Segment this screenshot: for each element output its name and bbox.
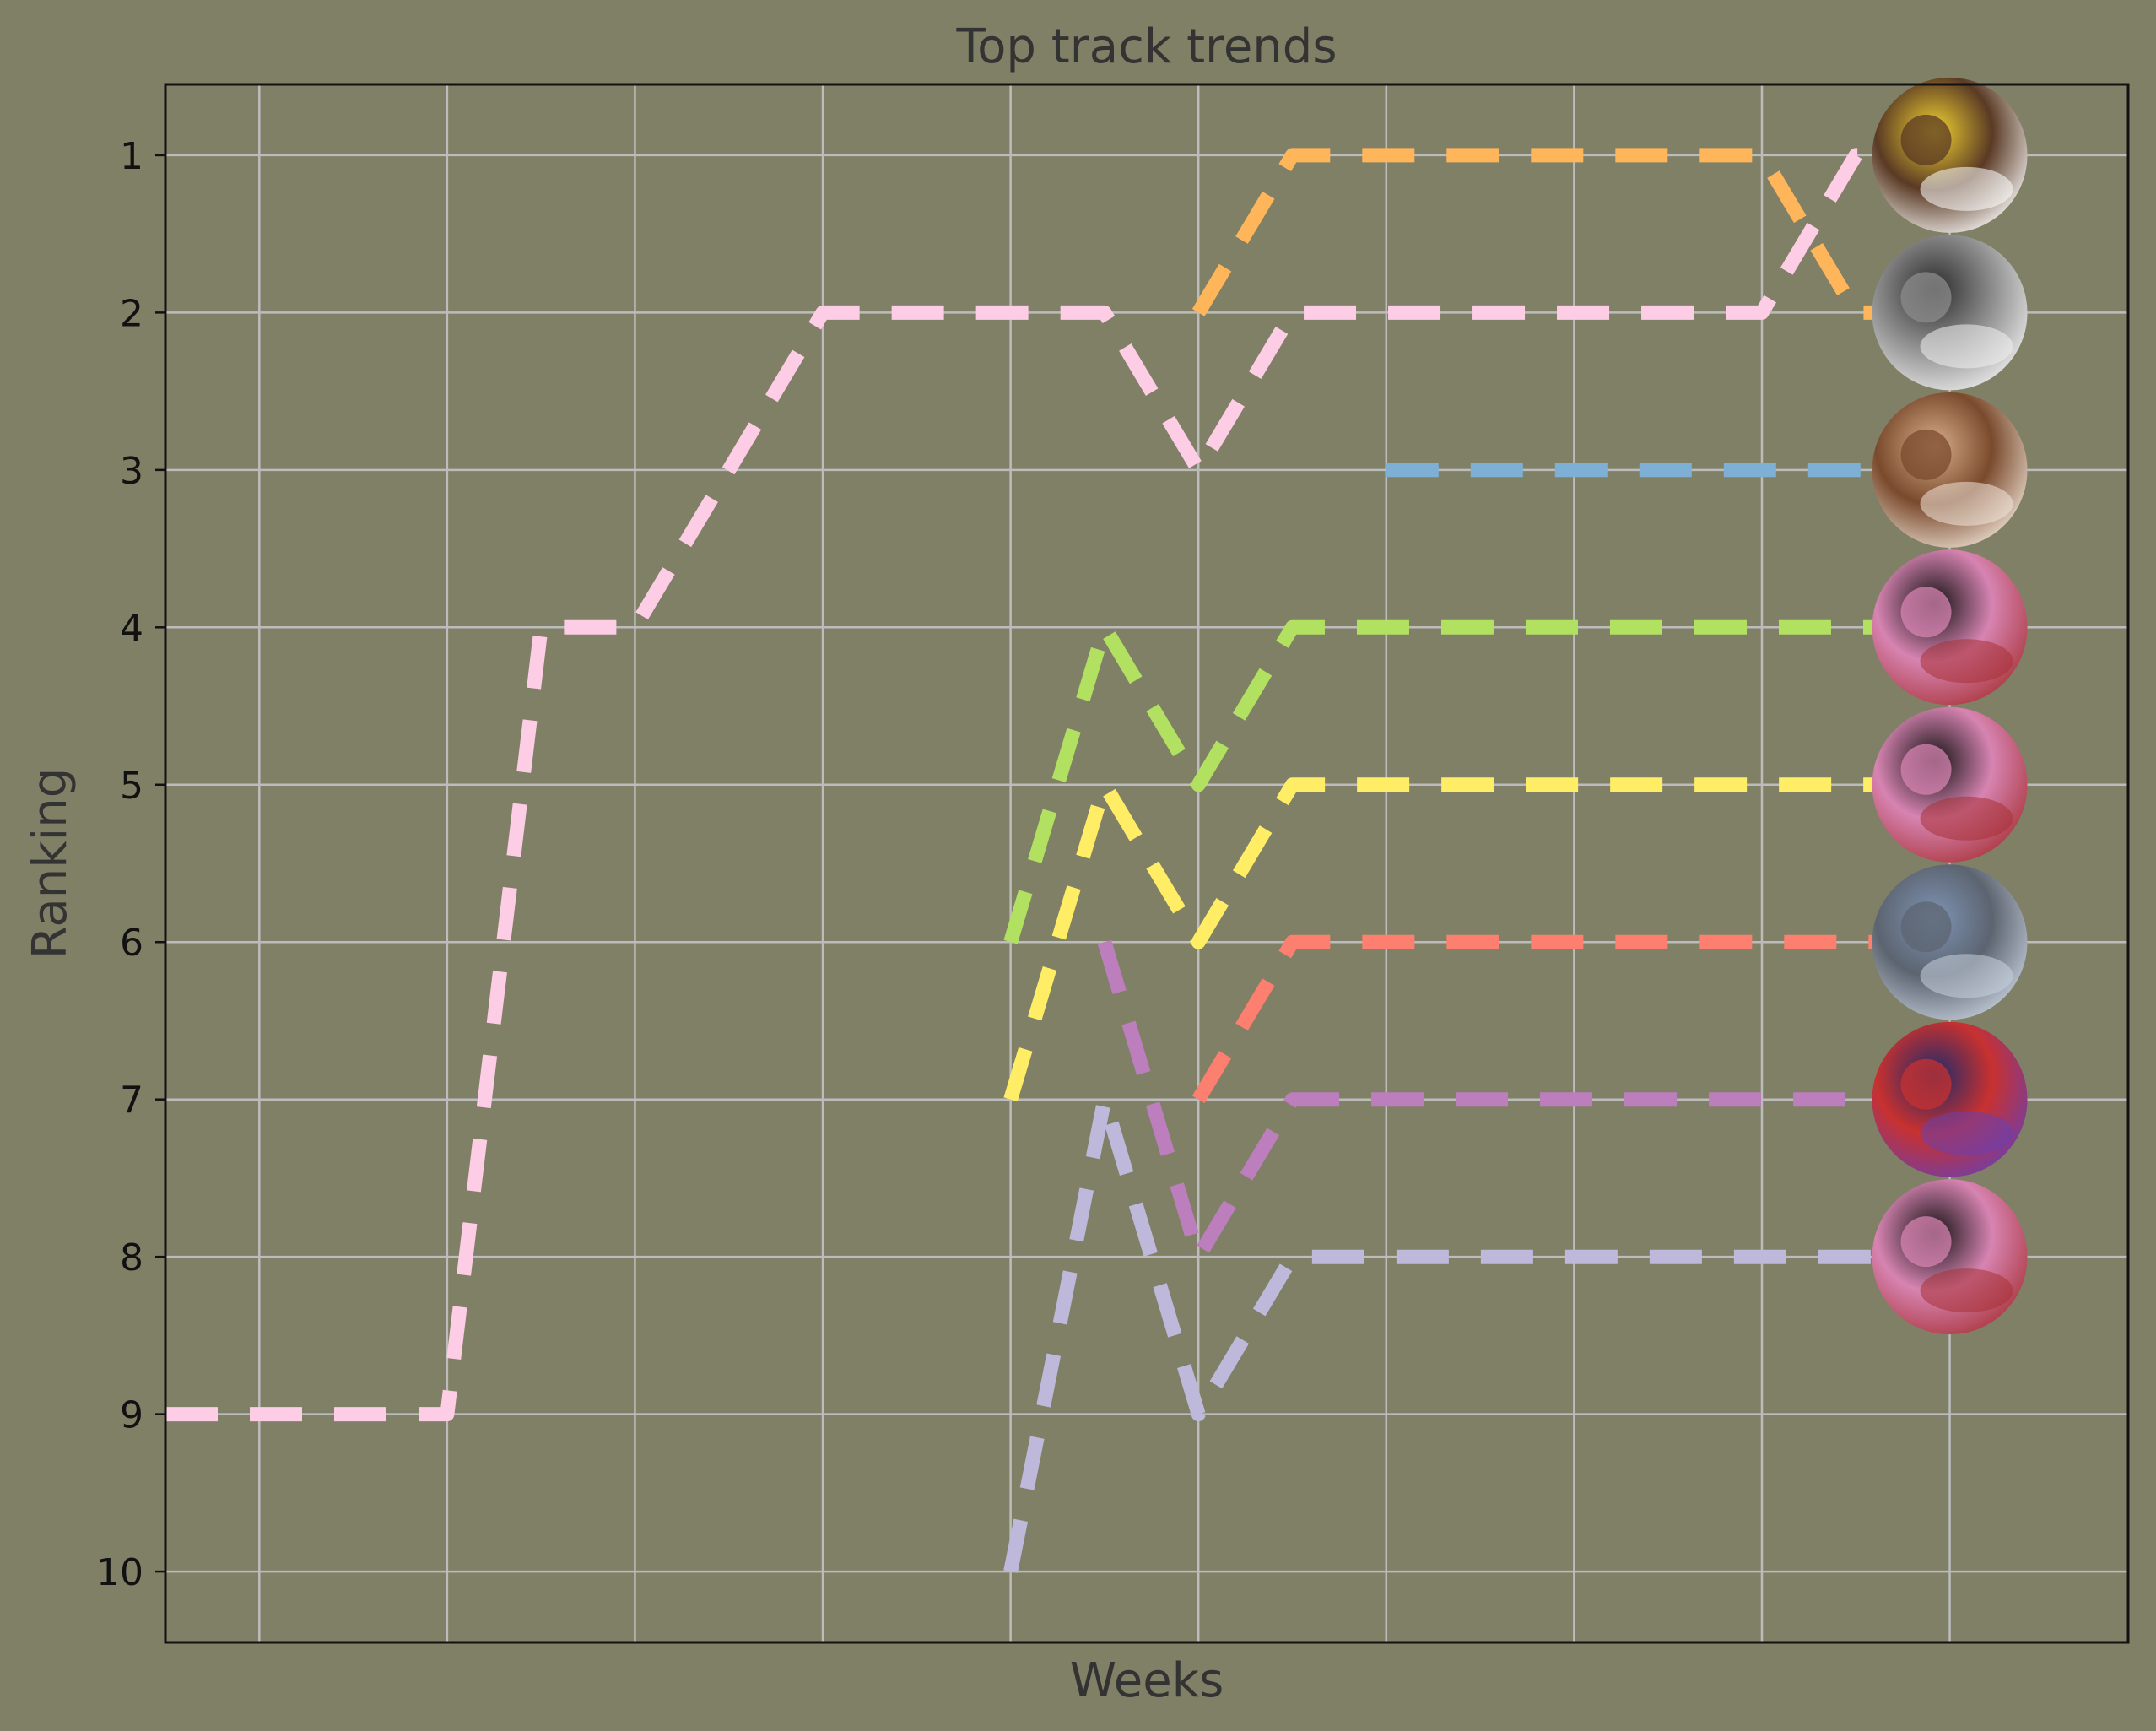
album-cover-luis-miguel-icon <box>1872 392 2028 548</box>
end-marker-detail <box>1900 114 1952 165</box>
series-line-6 <box>1191 934 1950 1104</box>
end-marker-detail <box>1900 429 1952 480</box>
end-marker-detail <box>1920 1111 2013 1155</box>
album-cover-inti-illimani-icon <box>1872 1021 2028 1177</box>
end-marker-detail <box>1920 1268 2013 1313</box>
y-tick-label: 7 <box>120 1079 143 1122</box>
end-marker-detail <box>1920 639 2013 684</box>
end-marker-circle <box>1872 1021 2028 1177</box>
end-marker-detail <box>1900 272 1952 323</box>
end-marker-circle <box>1872 706 2028 863</box>
album-cover-aburrido-icon <box>1872 864 2028 1020</box>
end-marker-detail <box>1920 324 2013 369</box>
end-marker-detail <box>1920 954 2013 998</box>
y-tick-label: 5 <box>120 765 143 808</box>
end-marker-detail <box>1900 744 1952 795</box>
y-ticks: 1 2 3 4 5 6 7 8 9 10 <box>96 135 165 1594</box>
album-cover-dua-lipa-icon <box>1872 549 2028 706</box>
series-line-1 <box>165 148 1950 1422</box>
album-cover-ney-dalmata-icon <box>1872 77 2028 233</box>
y-tick-label: 2 <box>120 292 143 335</box>
series-line-4 <box>1003 619 1950 944</box>
end-marker-detail <box>1900 1058 1952 1110</box>
y-tick-label: 8 <box>120 1236 143 1279</box>
y-tick-label: 3 <box>120 450 143 493</box>
y-tick-label: 4 <box>120 607 143 650</box>
y-tick-label: 10 <box>96 1551 143 1594</box>
end-marker-circle <box>1872 235 2028 391</box>
end-marker-circle <box>1872 864 2028 1020</box>
series-line-5 <box>1003 777 1950 1102</box>
end-marker-detail <box>1900 587 1952 638</box>
end-marker-detail <box>1900 1216 1952 1268</box>
y-axis-label: Ranking <box>23 768 78 960</box>
grid <box>165 84 2128 1642</box>
series-line-8 <box>1003 1092 1950 1573</box>
end-marker-detail <box>1920 166 2013 211</box>
series-lines <box>165 148 1950 1573</box>
end-marker-detail <box>1920 796 2013 841</box>
album-cover-band-photo-icon <box>1872 235 2028 391</box>
plot-frame <box>164 83 2130 1644</box>
album-cover-dua-lipa-icon <box>1872 706 2028 863</box>
end-markers <box>1872 77 2028 1335</box>
chart-title: Top track trends <box>955 19 1337 74</box>
end-marker-detail <box>1920 481 2013 526</box>
end-marker-circle <box>1872 392 2028 548</box>
y-tick-label: 1 <box>120 135 143 178</box>
end-marker-circle <box>1872 77 2028 233</box>
y-tick-label: 6 <box>120 922 143 965</box>
x-axis-label: Weeks <box>1070 1653 1224 1708</box>
album-cover-dua-lipa-icon <box>1872 1179 2028 1335</box>
end-marker-detail <box>1900 901 1952 953</box>
end-marker-circle <box>1872 1179 2028 1335</box>
y-tick-label: 9 <box>120 1394 143 1437</box>
end-marker-circle <box>1872 549 2028 706</box>
